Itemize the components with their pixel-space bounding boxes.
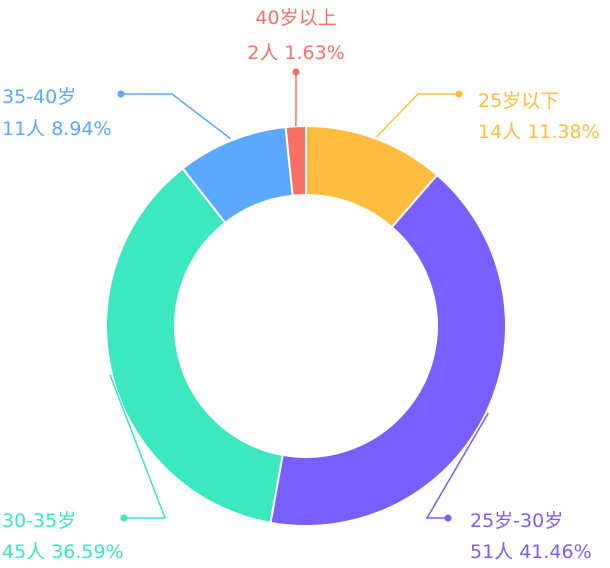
leader-dot-2 bbox=[444, 514, 452, 522]
slice-label-value-5: 2人 1.63% bbox=[247, 42, 345, 64]
slice-label-category-2: 25岁-30岁 bbox=[470, 510, 563, 532]
slice-label-value-2: 51人 41.46% bbox=[470, 541, 592, 563]
slice-label-category-5: 40岁以上 bbox=[255, 7, 336, 29]
slice-label-value-1: 14人 11.38% bbox=[478, 121, 600, 143]
slice-label-category-4: 35-40岁 bbox=[2, 86, 76, 108]
leader-dot-5 bbox=[292, 68, 300, 76]
leader-dot-3 bbox=[120, 514, 128, 522]
slice-label-value-3: 45人 36.59% bbox=[2, 541, 124, 563]
slice-label-value-4: 11人 8.94% bbox=[2, 118, 112, 140]
leader-dot-4 bbox=[117, 90, 125, 98]
leader-dot-1 bbox=[455, 90, 463, 98]
donut-slice-2 bbox=[269, 173, 507, 527]
slice-label-category-1: 25岁以下 bbox=[478, 90, 559, 112]
leader-line-1 bbox=[376, 93, 459, 138]
leader-line-3 bbox=[109, 374, 167, 519]
slice-label-category-3: 30-35岁 bbox=[2, 510, 76, 532]
leader-line-4 bbox=[121, 93, 231, 140]
donut-slice-5 bbox=[284, 124, 307, 197]
leader-line-2 bbox=[425, 412, 489, 519]
donut-slice-3 bbox=[105, 167, 284, 524]
